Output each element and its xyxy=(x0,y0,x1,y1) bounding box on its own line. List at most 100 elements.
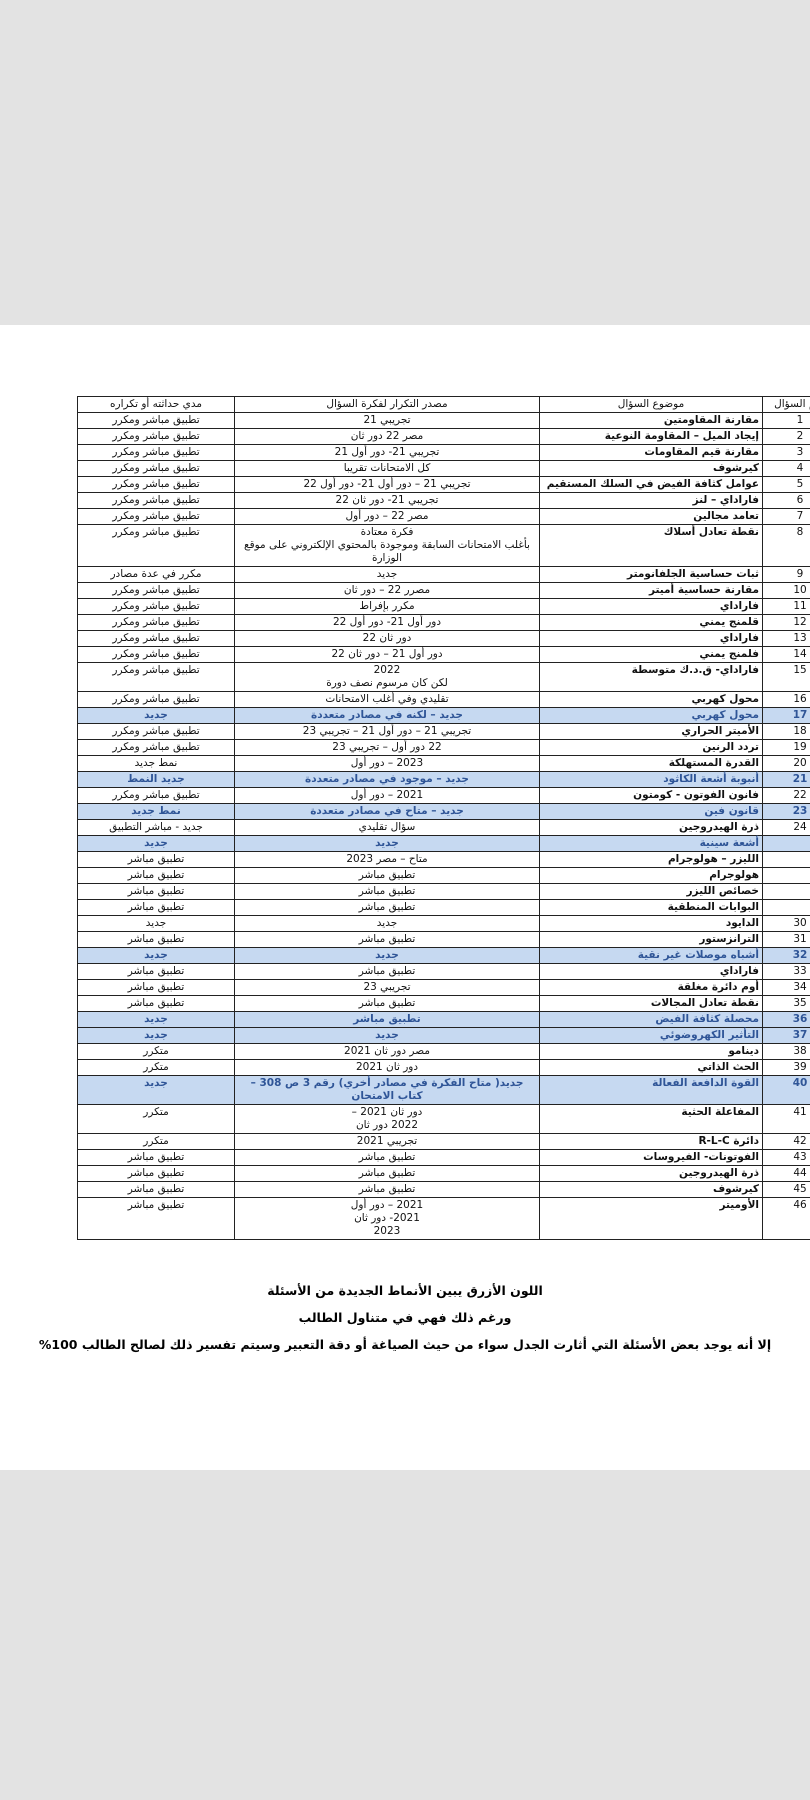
question-source: جديد xyxy=(234,947,540,964)
question-source: تجريبي 21 – دور أول 21- دور أول 22 xyxy=(234,476,540,493)
question-number: 18 xyxy=(762,723,810,740)
question-source: دور ثان 22 xyxy=(234,630,540,647)
table-row: 34 أوم دائرة مغلقة تجريبي 23 تطبيق مباشر xyxy=(77,979,810,996)
question-source: تجريبي 23 xyxy=(234,979,540,996)
question-number: 8 xyxy=(762,524,810,567)
question-source: تطبيق مباشر xyxy=(234,963,540,980)
question-number: 43 xyxy=(762,1149,810,1166)
question-number: 37 xyxy=(762,1027,810,1044)
question-topic: الأوميتر xyxy=(539,1197,763,1240)
table-row: 9 ثبات حساسية الجلفانومتر جديد مكرر في عدة … xyxy=(77,566,810,583)
question-status: تطبيق مباشر xyxy=(77,931,235,948)
table-row: 32 أشباه موصلات غير نقية جديد جديد xyxy=(77,947,810,964)
question-source: تطبيق مباشر xyxy=(234,995,540,1012)
question-source: جديد – موجود في مصادر متعددة xyxy=(234,771,540,788)
question-topic: القدرة المستهلكة xyxy=(539,755,763,772)
question-number: 35 xyxy=(762,995,810,1012)
question-number: 2 xyxy=(762,428,810,445)
table-row: 33 فاراداي تطبيق مباشر تطبيق مباشر xyxy=(77,963,810,980)
question-topic: تردد الرنين xyxy=(539,739,763,756)
question-number: 31 xyxy=(762,931,810,948)
question-topic: الدايود xyxy=(539,915,763,932)
question-number: 32 xyxy=(762,947,810,964)
question-number: 17 xyxy=(762,707,810,724)
question-topic: خصائص الليزر xyxy=(539,883,763,900)
question-status: تطبيق مباشر ومكرر xyxy=(77,428,235,445)
table-row: 10 مقارنة حساسية أميتر مصرر 22 – دور ثان تط… xyxy=(77,582,810,599)
question-number: 15 xyxy=(762,662,810,692)
table-row: 36 محصلة كثافة الفيض تطبيق مباشر جديد xyxy=(77,1011,810,1028)
question-status: تطبيق مباشر ومكرر xyxy=(77,739,235,756)
table-row: البوابات المنطقية تطبيق مباشر تطبيق مباشر xyxy=(77,899,810,916)
question-number: 12 xyxy=(762,614,810,631)
question-source: مصر دور ثان 2021 xyxy=(234,1043,540,1060)
question-topic: مقارنة قيم المقاومات xyxy=(539,444,763,461)
question-number: 5 xyxy=(762,476,810,493)
table-row: هولوجرام تطبيق مباشر تطبيق مباشر xyxy=(77,867,810,884)
question-source: تطبيق مباشر xyxy=(234,1011,540,1028)
table-row: 46 الأوميتر 2021 – دور أول 2021- دور ثان 2… xyxy=(77,1197,810,1240)
question-number: 40 xyxy=(762,1075,810,1105)
question-source: تجريبي 21 – دور أول 21 – تجريبي 23 xyxy=(234,723,540,740)
question-source: تطبيق مباشر xyxy=(234,899,540,916)
table-row: 1 مقارنة المقاومتين تجريبي 21 تطبيق مباشر و… xyxy=(77,412,810,429)
question-number: 13 xyxy=(762,630,810,647)
notes: اللون الأزرق يبين الأنماط الجديدة من الأ… xyxy=(0,1283,810,1364)
question-number xyxy=(762,899,810,916)
question-number: 16 xyxy=(762,691,810,708)
table-row: 35 نقطة تعادل المجالات تطبيق مباشر تطبيق مب… xyxy=(77,995,810,1012)
table-row: 15 فاراداي- ق.د.ك متوسطة 2022 لكن كان مرسو… xyxy=(77,662,810,692)
question-topic: كيرشوف xyxy=(539,1181,763,1198)
question-source: 2022 لكن كان مرسوم نصف دورة xyxy=(234,662,540,692)
question-number: 20 xyxy=(762,755,810,772)
question-number: 10 xyxy=(762,582,810,599)
table-row: 45 كيرشوف تطبيق مباشر تطبيق مباشر xyxy=(77,1181,810,1198)
question-topic: المفاعلة الحثية xyxy=(539,1104,763,1134)
header-cell: رقم السؤال xyxy=(762,396,810,413)
question-topic: أنبوبة أشعة الكاثود xyxy=(539,771,763,788)
question-topic: نقطة تعادل المجالات xyxy=(539,995,763,1012)
question-status: متكرر xyxy=(77,1059,235,1076)
question-status: تطبيق مباشر ومكرر xyxy=(77,662,235,692)
question-topic: أشباه موصلات غير نقية xyxy=(539,947,763,964)
question-status: تطبيق مباشر ومكرر xyxy=(77,524,235,567)
question-status: تطبيق مباشر ومكرر xyxy=(77,492,235,509)
question-topic: مقارنة المقاومتين xyxy=(539,412,763,429)
table-row: 31 الترانزستور تطبيق مباشر تطبيق مباشر xyxy=(77,931,810,948)
question-source: تطبيق مباشر xyxy=(234,867,540,884)
question-source: تجريبي 21 xyxy=(234,412,540,429)
question-status: تطبيق مباشر ومكرر xyxy=(77,787,235,804)
question-topic: أشعة سينية xyxy=(539,835,763,852)
question-source: مصر 22 – دور أول xyxy=(234,508,540,525)
table-row: 12 قلمنج يمني دور أول 21- دور أول 22 تطبيق … xyxy=(77,614,810,631)
question-source: مصر 22 دور ثان xyxy=(234,428,540,445)
question-number: 23 xyxy=(762,803,810,820)
question-topic: تعامد مجالين xyxy=(539,508,763,525)
question-source: فكرة معتادة بأغلب الامتحانات السابقة ومو… xyxy=(234,524,540,567)
question-topic: محصلة كثافة الفيض xyxy=(539,1011,763,1028)
question-topic: فاراداي xyxy=(539,963,763,980)
question-status: تطبيق مباشر xyxy=(77,995,235,1012)
question-topic: القوة الدافعة الفعالة xyxy=(539,1075,763,1105)
question-status: تطبيق مباشر ومكرر xyxy=(77,412,235,429)
question-source: تطبيق مباشر xyxy=(234,1165,540,1182)
question-status: تطبيق مباشر xyxy=(77,899,235,916)
question-topic: أوم دائرة مغلقة xyxy=(539,979,763,996)
question-number: 46 xyxy=(762,1197,810,1240)
question-topic: قانون فين xyxy=(539,803,763,820)
table-row: 4 كيرشوف كل الامتحانات تقريبا تطبيق مباشر و… xyxy=(77,460,810,477)
question-source: جديد( متاح الفكرة في مصادر أخري) رقم 3 ص… xyxy=(234,1075,540,1105)
question-source: مصرر 22 – دور ثان xyxy=(234,582,540,599)
question-topic: مقارنة حساسية أميتر xyxy=(539,582,763,599)
table-row: 42 دائرة R-L-C تجريبي 2021 متكرر xyxy=(77,1133,810,1150)
question-number xyxy=(762,883,810,900)
table-row: 13 فاراداي دور ثان 22 تطبيق مباشر ومكرر xyxy=(77,630,810,647)
question-source: 2021 – دور أول 2021- دور ثان 2023 xyxy=(234,1197,540,1240)
question-source: جديد xyxy=(234,915,540,932)
table-row: 11 فاراداي مكرر بإفراط تطبيق مباشر ومكرر xyxy=(77,598,810,615)
question-status: متكرر xyxy=(77,1133,235,1150)
question-number: 9 xyxy=(762,566,810,583)
